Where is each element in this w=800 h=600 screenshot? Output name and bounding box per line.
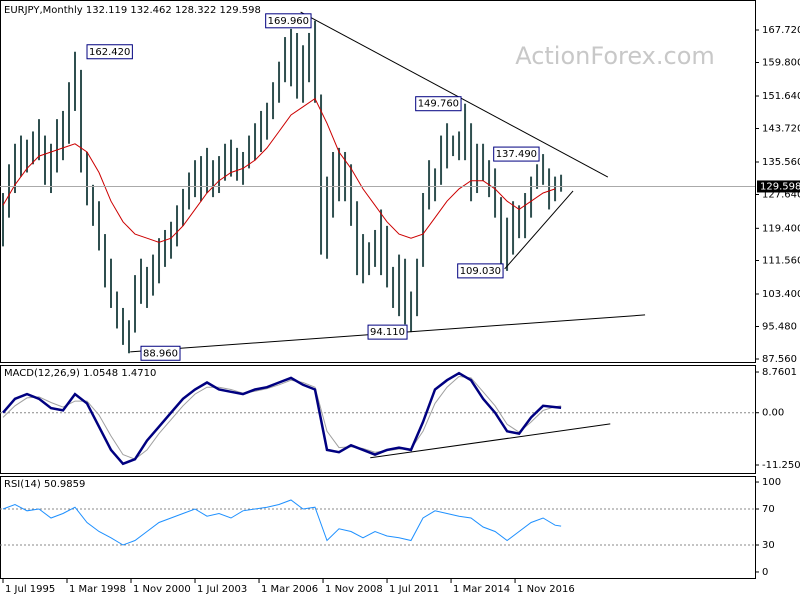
rsi-label: RSI(14) — [4, 479, 41, 490]
open: 132.119 — [86, 5, 127, 16]
panel-frame — [0, 476, 756, 579]
macd-header: MACD(12,26,9) 1.0548 1.4710 — [4, 368, 156, 379]
macd-line — [2, 371, 562, 466]
y-tick-label: 111.560 — [762, 256, 800, 267]
annotation: 137.490 — [493, 146, 540, 162]
annotation-box — [493, 146, 540, 162]
y-tick-label: 0.00 — [762, 408, 784, 419]
annotation-label: 169.960 — [268, 16, 309, 27]
panel-frame — [0, 365, 756, 474]
y-tick-label: 70 — [762, 504, 775, 515]
rsi-line — [2, 499, 562, 546]
x-tick-label: 1 Jul 2011 — [389, 584, 439, 595]
y-tick-label: 87.560 — [762, 354, 797, 365]
close: 129.598 — [220, 5, 261, 16]
annotation-label: 162.420 — [89, 47, 130, 58]
annotation-box — [140, 345, 181, 361]
trendline — [504, 190, 574, 270]
rsi-last: 50.9859 — [44, 479, 85, 490]
annotation: 88.960 — [140, 345, 181, 361]
y-tick-label: 151.640 — [762, 91, 800, 102]
last-price-label: 129.598 — [760, 181, 800, 192]
x-tick-label: 1 Mar 2006 — [261, 584, 318, 595]
y-tick-label: 119.400 — [762, 223, 800, 234]
y-tick-label: 0 — [762, 567, 768, 578]
low: 128.322 — [175, 5, 216, 16]
y-tick-label: 8.7601 — [762, 367, 797, 378]
rsi-header: RSI(14) 50.9859 — [4, 479, 85, 490]
y-tick-label: 95.480 — [762, 321, 797, 332]
annotation-box — [457, 263, 504, 279]
y-tick-label: 167.720 — [762, 25, 800, 36]
annotation-label: 88.960 — [143, 348, 178, 359]
symbol: EURJPY,Monthly — [4, 5, 83, 16]
signal-last: 1.4710 — [121, 368, 156, 379]
x-tick-label: 1 Mar 1998 — [69, 584, 126, 595]
y-tick-label: 159.800 — [762, 58, 800, 69]
y-tick-label: 100 — [762, 477, 781, 488]
annotation-box — [265, 13, 312, 29]
y-tick-label: 30 — [762, 540, 775, 551]
macd-label: MACD(12,26,9) — [4, 368, 80, 379]
annotation-box — [86, 44, 133, 60]
trendline — [370, 423, 611, 459]
annotation-label: 137.490 — [496, 149, 537, 160]
x-tick-label: 1 Nov 2000 — [133, 584, 191, 595]
y-tick-label: 127.640 — [762, 190, 800, 201]
x-tick-label: 1 Jul 2003 — [197, 584, 247, 595]
annotation-box — [415, 96, 462, 112]
annotation: 109.030 — [457, 263, 504, 279]
panel-frame — [0, 0, 756, 363]
y-tick-label: 135.560 — [762, 157, 800, 168]
high: 132.462 — [130, 5, 171, 16]
annotation: 169.960 — [265, 13, 312, 29]
x-tick-label: 1 Nov 2008 — [325, 584, 383, 595]
x-tick-label: 1 Jul 1995 — [5, 584, 55, 595]
price-header: EURJPY,Monthly 132.119 132.462 128.322 1… — [4, 5, 261, 16]
y-tick-label: 143.720 — [762, 124, 800, 135]
x-tick-label: 1 Nov 2016 — [517, 584, 575, 595]
last-price-box — [757, 180, 800, 193]
annotation-label: 94.110 — [370, 327, 405, 338]
annotation: 94.110 — [367, 324, 408, 340]
annotation: 149.760 — [415, 96, 462, 112]
annotation: 162.420 — [86, 44, 133, 60]
trendline — [300, 11, 609, 178]
y-tick-label: 103.400 — [762, 289, 800, 300]
annotation-box — [367, 324, 408, 340]
macd-last: 1.0548 — [83, 368, 118, 379]
watermark: ActionForex.com — [515, 42, 715, 70]
y-tick-label: -11.2506 — [762, 460, 800, 471]
annotation-label: 149.760 — [418, 99, 459, 110]
annotation-label: 109.030 — [460, 266, 501, 277]
x-tick-label: 1 Mar 2014 — [453, 584, 510, 595]
macd-line — [2, 375, 562, 460]
